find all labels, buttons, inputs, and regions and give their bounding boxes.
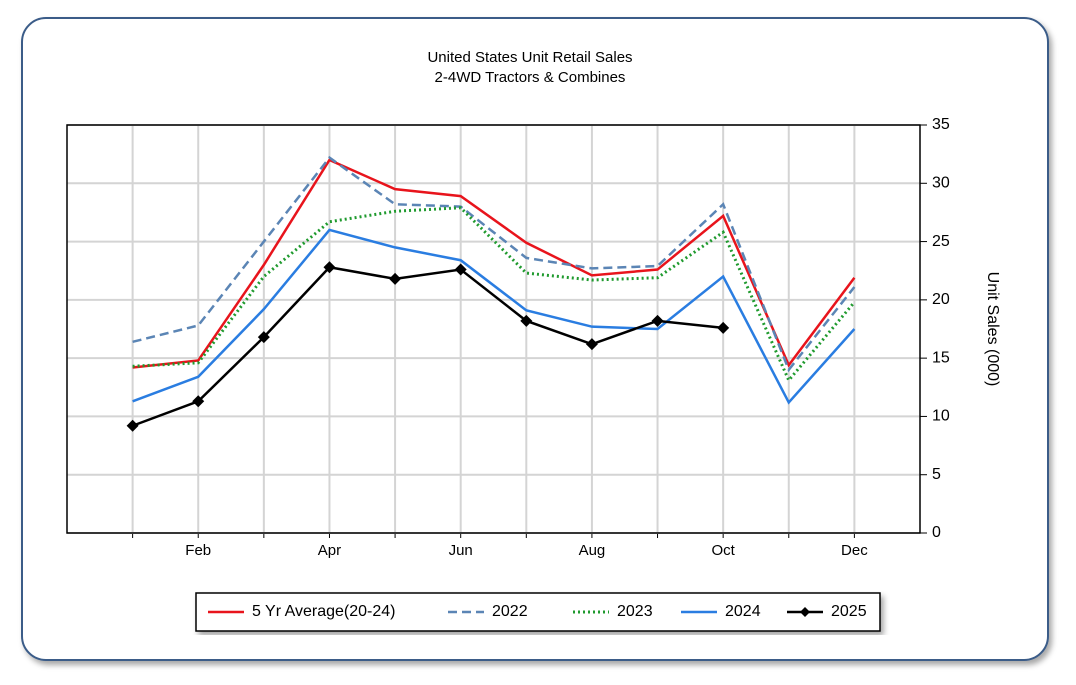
y-tick-label: 30 [932, 175, 950, 192]
series-line [132, 228, 856, 405]
plot-area [67, 125, 920, 533]
x-tick-label: Feb [185, 542, 211, 559]
marker [585, 338, 598, 351]
plot-border [66, 124, 921, 534]
marker [651, 314, 664, 327]
marker [257, 331, 270, 344]
y-tick-label: 10 [932, 408, 950, 425]
marker [454, 263, 467, 276]
y-tick-label: 25 [932, 233, 950, 250]
y-axis-label: Unit Sales (000) [984, 272, 1001, 387]
marker [126, 419, 139, 432]
y-tick-label: 35 [932, 116, 950, 133]
series-line [132, 158, 856, 369]
legend-box [195, 592, 881, 632]
y-tick-label: 5 [932, 466, 941, 483]
chart-title: United States Unit Retail Sales [427, 49, 632, 66]
chart-subtitle: 2-4WD Tractors & Combines [435, 69, 626, 86]
legend-label: 2022 [492, 603, 528, 620]
legend-label: 2023 [617, 603, 653, 620]
marker [192, 395, 205, 408]
legend-label: 2025 [831, 603, 867, 620]
marker [389, 272, 402, 285]
series-line [132, 155, 856, 373]
x-tick-label: Apr [318, 542, 341, 559]
marker [717, 321, 730, 334]
marker [323, 261, 336, 274]
marker [520, 314, 533, 327]
y-tick-label: 0 [932, 524, 941, 541]
legend-label: 2024 [725, 603, 761, 620]
series-line [132, 206, 856, 384]
x-tick-label: Aug [579, 542, 606, 559]
x-tick-label: Oct [711, 542, 735, 559]
x-tick-label: Dec [841, 542, 868, 559]
legend-label: 5 Yr Average(20-24) [252, 603, 396, 620]
y-tick-label: 20 [932, 291, 950, 308]
series-line [132, 265, 724, 427]
y-tick-label: 15 [932, 349, 950, 366]
legend-marker [800, 607, 810, 617]
x-tick-label: Jun [449, 542, 473, 559]
